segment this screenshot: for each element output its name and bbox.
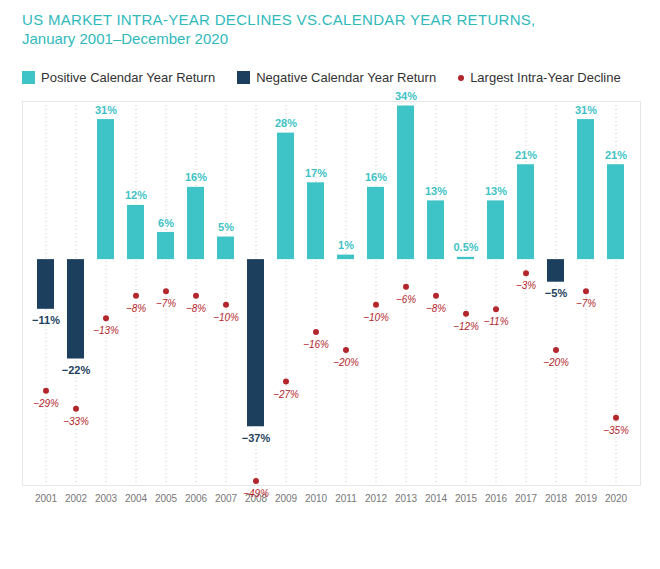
svg-text:2009: 2009 [275, 493, 298, 504]
svg-text:2003: 2003 [95, 493, 118, 504]
svg-text:34%: 34% [395, 91, 417, 102]
svg-text:2019: 2019 [575, 493, 598, 504]
svg-text:5%: 5% [218, 221, 234, 233]
svg-text:−7%: −7% [576, 298, 596, 309]
svg-text:−20%: −20% [333, 357, 359, 368]
svg-text:21%: 21% [605, 149, 627, 161]
svg-text:16%: 16% [185, 171, 207, 183]
svg-text:13%: 13% [485, 185, 507, 197]
svg-text:−6%: −6% [396, 294, 416, 305]
svg-text:13%: 13% [425, 185, 447, 197]
svg-text:17%: 17% [305, 167, 327, 179]
svg-text:−10%: −10% [363, 312, 389, 323]
svg-text:16%: 16% [365, 171, 387, 183]
svg-text:2013: 2013 [395, 493, 418, 504]
svg-text:2015: 2015 [455, 493, 478, 504]
svg-text:2001: 2001 [35, 493, 58, 504]
html-text:Negative Calendar Year Return: Negative Calendar Year Return [256, 70, 437, 85]
svg-text:28%: 28% [275, 117, 297, 129]
svg-text:2005: 2005 [155, 493, 178, 504]
svg-text:−27%: −27% [273, 389, 299, 400]
svg-text:−7%: −7% [156, 298, 176, 309]
svg-text:2014: 2014 [425, 493, 448, 504]
svg-text:−35%: −35% [603, 425, 629, 436]
svg-text:31%: 31% [575, 104, 597, 116]
svg-text:1%: 1% [338, 239, 354, 251]
svg-text:−8%: −8% [426, 303, 446, 314]
svg-text:2020: 2020 [605, 493, 628, 504]
svg-text:2010: 2010 [305, 493, 328, 504]
svg-text:−20%: −20% [543, 357, 569, 368]
svg-text:2012: 2012 [365, 493, 388, 504]
svg-text:−12%: −12% [453, 321, 479, 332]
svg-text:2017: 2017 [515, 493, 538, 504]
svg-text:−49%: −49% [243, 488, 269, 499]
svg-text:2011: 2011 [335, 493, 357, 504]
svg-text:−29%: −29% [33, 398, 59, 409]
svg-text:2007: 2007 [215, 493, 238, 504]
svg-text:2006: 2006 [185, 493, 208, 504]
html-text:Positive Calendar Year Return: Positive Calendar Year Return [41, 70, 216, 85]
svg-text:−10%: −10% [213, 312, 239, 323]
svg-text:31%: 31% [95, 104, 117, 116]
svg-text:−8%: −8% [186, 303, 206, 314]
svg-text:−22%: −22% [62, 364, 91, 376]
svg-text:−13%: −13% [93, 325, 119, 336]
svg-text:−8%: −8% [126, 303, 146, 314]
svg-text:−5%: −5% [545, 287, 568, 299]
svg-text:−11%: −11% [32, 314, 60, 326]
html-text:January 2001–December 2020: January 2001–December 2020 [22, 30, 228, 47]
svg-text:−11%: −11% [483, 316, 508, 327]
svg-text:−33%: −33% [63, 416, 89, 427]
svg-text:2004: 2004 [125, 493, 148, 504]
svg-text:6%: 6% [158, 217, 174, 229]
svg-text:2018: 2018 [545, 493, 568, 504]
svg-text:−37%: −37% [242, 432, 271, 444]
svg-text:−16%: −16% [303, 339, 329, 350]
svg-text:12%: 12% [125, 189, 147, 201]
svg-text:0.5%: 0.5% [453, 241, 478, 253]
html-text:Largest Intra-Year Decline: Largest Intra-Year Decline [470, 70, 621, 85]
html-text:US MARKET INTRA-YEAR DECLINES: US MARKET INTRA-YEAR DECLINES VS.CALENDA… [22, 11, 536, 28]
svg-text:2002: 2002 [65, 493, 88, 504]
svg-text:2016: 2016 [485, 493, 508, 504]
svg-text:21%: 21% [515, 149, 537, 161]
svg-text:−3%: −3% [516, 280, 536, 291]
